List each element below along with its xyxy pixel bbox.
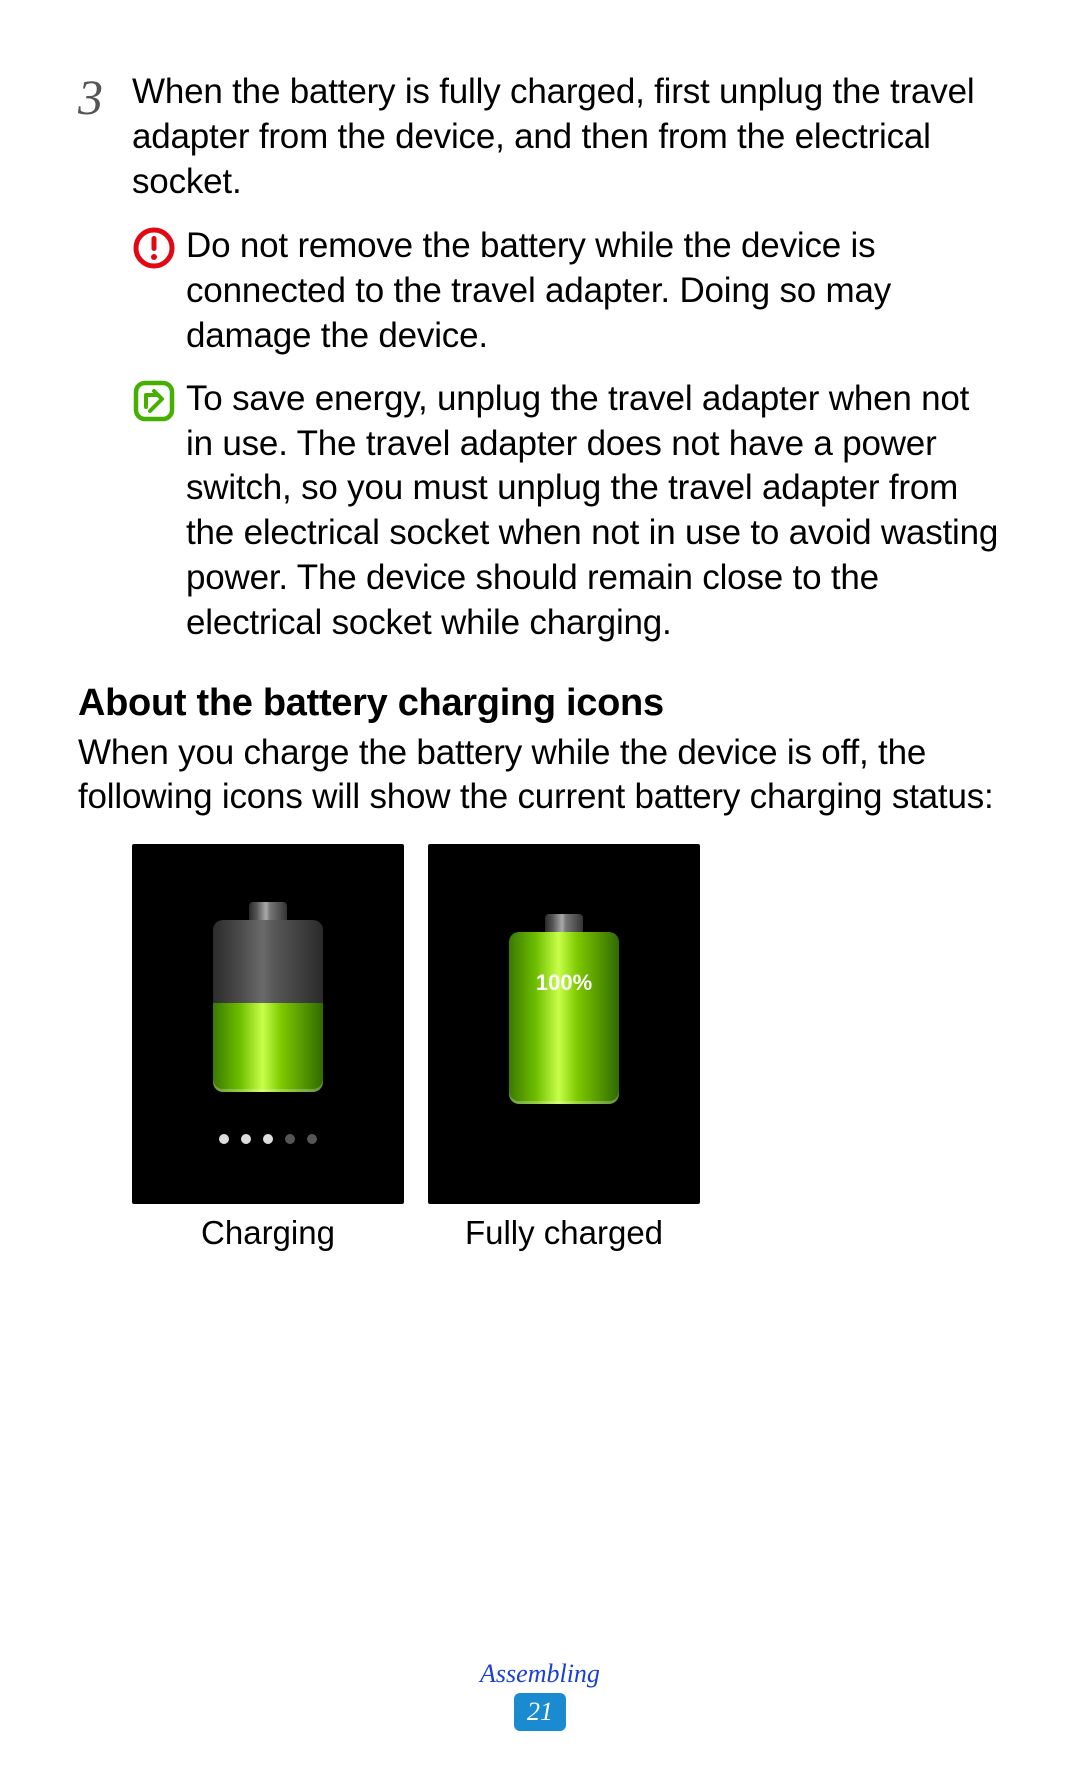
charging-screenshot (132, 844, 404, 1204)
step-text: When the battery is fully charged, first… (132, 70, 1002, 204)
section-heading: About the battery charging icons (78, 682, 1002, 725)
full-caption: Fully charged (428, 1214, 700, 1252)
battery-icon-full: 100% (509, 914, 619, 1104)
full-screenshot: 100% (428, 844, 700, 1204)
warning-icon (132, 224, 186, 270)
note-icon (132, 377, 186, 423)
warning-callout: Do not remove the battery while the devi… (132, 224, 1002, 358)
note-callout: To save energy, unplug the travel adapte… (132, 377, 1002, 646)
page: 3 When the battery is fully charged, fir… (0, 0, 1080, 1771)
battery-percent-label: 100% (509, 970, 619, 996)
progress-dots (132, 1134, 404, 1144)
page-number: 21 (527, 1697, 553, 1727)
step-row: 3 When the battery is fully charged, fir… (78, 70, 1002, 204)
figures-row: Charging 100% Fully charged (132, 844, 1002, 1252)
note-text: To save energy, unplug the travel adapte… (186, 377, 1002, 646)
charging-caption: Charging (132, 1214, 404, 1252)
battery-icon-charging (213, 902, 323, 1092)
section-intro: When you charge the battery while the de… (78, 731, 1002, 821)
page-footer: Assembling 21 (0, 1659, 1080, 1731)
warning-text: Do not remove the battery while the devi… (186, 224, 1002, 358)
figure-full: 100% Fully charged (428, 844, 700, 1252)
page-number-badge: 21 (514, 1693, 566, 1731)
step-number: 3 (78, 70, 132, 122)
figure-charging: Charging (132, 844, 404, 1252)
footer-section-label: Assembling (0, 1659, 1080, 1689)
